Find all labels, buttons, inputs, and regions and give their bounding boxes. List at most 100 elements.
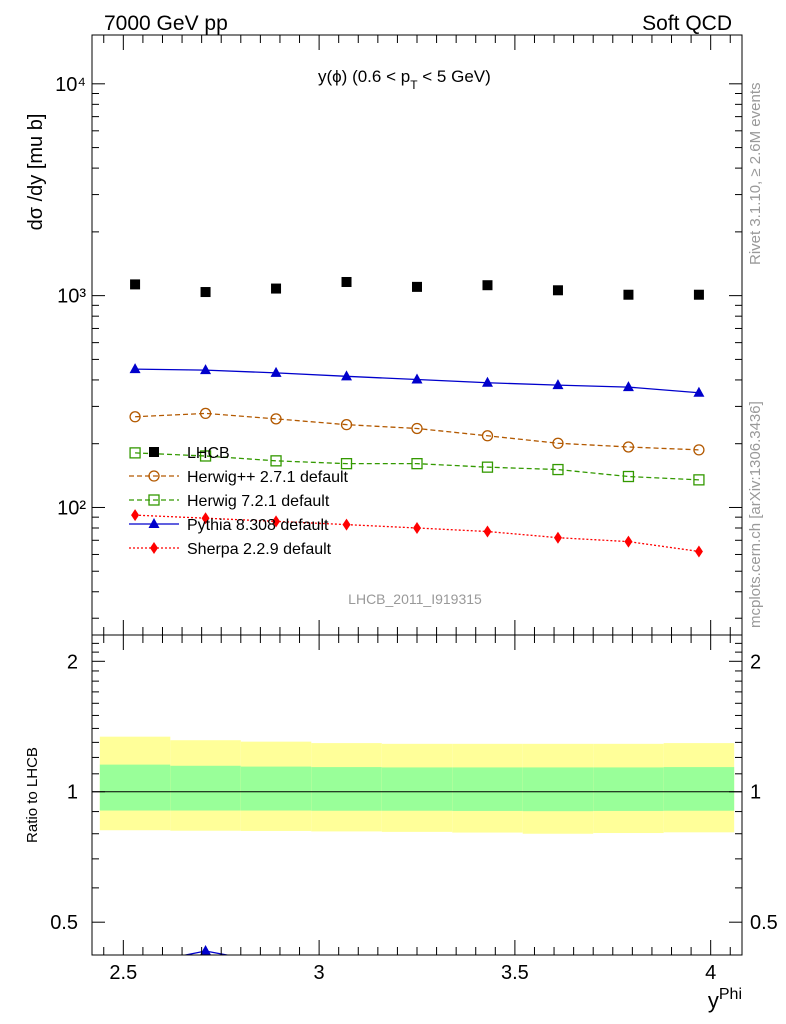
analysis-id-label: LHCB_2011_I919315	[348, 591, 482, 607]
data-point-lhcb	[693, 289, 704, 300]
x-axis-label: yPhi	[708, 986, 742, 1013]
data-point-sherpa-2-2-9-default	[272, 515, 281, 528]
legend-marker-herwig-2-7-1-default	[148, 470, 160, 482]
ratio-y-tick-label-right: 2	[750, 651, 761, 673]
data-point-sherpa-2-2-9-default	[483, 525, 492, 538]
main-y-tick-label: 10²	[57, 497, 86, 519]
x-tick-label: 3.5	[501, 962, 529, 984]
main-panel: 10² 10³ 10⁴ y(ϕ) (0.6 < pT < 5 GeV) dσ /dy…	[25, 34, 743, 636]
legend-marker-lhcb	[149, 447, 159, 457]
data-point-pythia-8-308-default	[129, 363, 141, 374]
data-point-sherpa-2-2-9-default	[201, 512, 210, 525]
ratio-inner-band	[240, 766, 312, 811]
ratio-inner-band	[311, 767, 382, 811]
ratio-y-tick-label: 0.5	[50, 912, 78, 934]
main-y-tick-label: 10³	[57, 286, 86, 308]
x-tick-label: 4	[705, 962, 716, 984]
main-y-axis-label: dσ /dy [mu b]	[25, 114, 47, 231]
data-point-herwig-2-7-1-default	[199, 407, 212, 420]
ratio-inner-band	[381, 767, 453, 811]
data-point-herwig-7-2-1-default	[622, 470, 635, 483]
data-point-lhcb	[341, 276, 352, 287]
main-y-tick-label: 10⁴	[55, 74, 86, 96]
data-point-herwig-2-7-1-default	[552, 437, 564, 449]
ratio-clipped-layer	[182, 945, 282, 968]
title-tail: < 5 GeV)	[418, 67, 491, 86]
legend-label-sherpa-2-2-9-default: Sherpa 2.2.9 default	[187, 541, 332, 558]
series-line-herwig-2-7-1-default	[135, 412, 699, 451]
data-point-pythia-8-308-default	[693, 386, 705, 397]
data-point-lhcb	[412, 281, 422, 292]
ratio-point-pythia	[271, 958, 282, 968]
mcplots-reference-label: mcplots.cern.ch [arXiv:1306.3436]	[747, 401, 764, 628]
x-axis-label-main: y	[708, 988, 719, 1013]
ratio-axes: 0.5 0.5 1 1 2 2 2.5 3 3.5 4	[50, 635, 778, 984]
data-point-sherpa-2-2-9-default	[553, 531, 562, 544]
data-point-herwig-2-7-1-default	[129, 411, 141, 423]
legend-label-herwig-7-2-1-default: Herwig 7.2.1 default	[187, 493, 330, 510]
data-point-herwig-2-7-1-default	[481, 430, 494, 442]
data-point-herwig-7-2-1-default	[129, 447, 141, 459]
data-point-lhcb	[623, 289, 634, 300]
series-line-herwig-7-2-1-default	[135, 452, 699, 481]
data-point-lhcb	[482, 280, 493, 291]
legend-marker-herwig-7-2-1-default	[148, 494, 160, 506]
legend-label-pythia-8-308-default: Pythia 8.308 default	[187, 517, 329, 534]
data-point-lhcb	[271, 283, 282, 294]
ratio-inner-band	[99, 764, 171, 811]
x-tick-label: 3	[314, 962, 325, 984]
data-point-pythia-8-308-default	[481, 376, 493, 387]
ratio-panel: 0.5 0.5 1 1 2 2 2.5 3 3.5 4 Ratio to LHCB yPhi	[24, 634, 778, 1013]
ratio-y-tick-label: 2	[67, 651, 78, 673]
data-point-lhcb	[552, 285, 563, 296]
data-point-sherpa-2-2-9-default	[131, 509, 140, 522]
ratio-y-tick-label: 1	[67, 782, 78, 804]
header-category-label: Soft QCD	[642, 12, 732, 35]
data-point-herwig-7-2-1-default	[481, 461, 494, 473]
data-point-lhcb	[200, 287, 211, 298]
data-point-herwig-7-2-1-default	[199, 450, 212, 462]
legend: LHCB Herwig++ 2.7.1 default Herwig 7.2.1 d…	[129, 445, 349, 558]
x-axis-label-superscript: Phi	[719, 986, 742, 1003]
title-main: y(ϕ) (0.6 < p	[318, 67, 410, 86]
data-point-herwig-7-2-1-default	[552, 463, 564, 476]
data-point-sherpa-2-2-9-default	[624, 535, 633, 548]
ratio-inner-band	[593, 767, 664, 811]
legend-label-herwig-2-7-1-default: Herwig++ 2.7.1 default	[187, 469, 349, 486]
legend-marker-sherpa-2-2-9-default	[150, 542, 158, 554]
data-point-herwig-2-7-1-default	[411, 422, 423, 435]
data-point-herwig-2-7-1-default	[340, 419, 353, 431]
data-point-pythia-8-308-default	[622, 381, 634, 392]
ratio-y-tick-label-right: 0.5	[750, 912, 778, 934]
legend-marker-pythia-8-308-default	[148, 518, 160, 528]
ratio-point-pythia	[200, 945, 212, 955]
data-point-pythia-8-308-default	[341, 370, 353, 381]
data-point-herwig-7-2-1-default	[411, 458, 423, 470]
data-point-lhcb	[130, 279, 141, 290]
ratio-inner-band	[663, 767, 735, 811]
data-point-herwig-2-7-1-default	[622, 441, 635, 453]
data-point-pythia-8-308-default	[552, 379, 564, 390]
ratio-inner-band	[522, 767, 594, 812]
data-point-sherpa-2-2-9-default	[342, 518, 351, 531]
ratio-y-tick-label-right: 1	[750, 782, 761, 804]
main-plot-title: y(ϕ) (0.6 < pT < 5 GeV)	[318, 67, 491, 92]
data-point-sherpa-2-2-9-default	[694, 545, 703, 558]
ratio-inner-band	[452, 767, 523, 811]
data-point-pythia-8-308-default	[200, 364, 212, 375]
title-subscript: T	[410, 78, 418, 92]
data-point-herwig-7-2-1-default	[693, 474, 705, 486]
data-point-pythia-8-308-default	[411, 373, 423, 384]
data-point-sherpa-2-2-9-default	[413, 521, 421, 534]
main-series-layer	[129, 276, 705, 558]
legend-label-lhcb: LHCB	[187, 445, 230, 462]
ratio-y-axis-label: Ratio to LHCB	[24, 747, 41, 843]
rivet-version-label: Rivet 3.1.10, ≥ 2.6M events	[747, 83, 764, 266]
main-axes: 10² 10³ 10⁴	[55, 35, 742, 635]
x-tick-label: 2.5	[109, 962, 137, 984]
ratio-series-layer	[182, 945, 282, 968]
data-point-herwig-2-7-1-default	[693, 444, 705, 456]
data-point-pythia-8-308-default	[270, 366, 282, 377]
ratio-inner-band	[170, 765, 241, 811]
